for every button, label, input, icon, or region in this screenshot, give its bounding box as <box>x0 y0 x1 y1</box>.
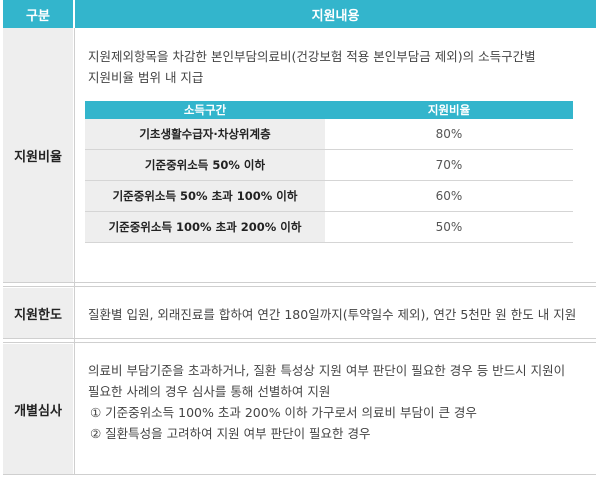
review-text: 의료비 부담기준을 초과하거나, 질환 특성상 지원 여부 판단이 필요한 경우… <box>88 360 593 444</box>
income-band-cell: 기준중위소득 50% 이하 <box>85 150 325 180</box>
row-divider <box>3 282 596 283</box>
table-row: 기준중위소득 50% 이하 70% <box>85 150 573 181</box>
review-line1: 의료비 부담기준을 초과하거나, 질환 특성상 지원 여부 판단이 필요한 경우… <box>88 363 566 378</box>
row-divider <box>3 338 596 339</box>
income-band-cell: 기준중위소득 100% 초과 200% 이하 <box>85 212 325 242</box>
column-divider <box>74 28 75 474</box>
review-content: 의료비 부담기준을 초과하거나, 질환 특성상 지원 여부 판단이 필요한 경우… <box>75 344 596 474</box>
rate-description: 지원제외항목을 차감한 본인부담의료비(건강보험 적용 본인부담금 제외)의 소… <box>88 46 588 88</box>
rate-desc-line1: 지원제외항목을 차감한 본인부담의료비(건강보험 적용 본인부담금 제외)의 소… <box>88 49 536 64</box>
header-content: 지원내용 <box>75 0 596 28</box>
limit-content: 질환별 입원, 외래진료를 합하여 연간 180일까지(투약일수 제외), 연간… <box>75 288 596 338</box>
ratio-cell: 60% <box>325 181 573 211</box>
table-row: 기준중위소득 50% 초과 100% 이하 60% <box>85 181 573 212</box>
table-row: 기준중위소득 100% 초과 200% 이하 50% <box>85 212 573 243</box>
rate-desc-line2: 지원비율 범위 내 지급 <box>88 70 204 85</box>
review-label: 개별심사 <box>3 344 73 474</box>
header-category: 구분 <box>3 0 73 28</box>
limit-text: 질환별 입원, 외래진료를 합하여 연간 180일까지(투약일수 제외), 연간… <box>88 306 577 322</box>
review-item2: ② 질환특성을 고려하여 지원 여부 판단이 필요한 경우 <box>90 426 371 441</box>
income-band-header: 소득구간 <box>85 101 325 119</box>
limit-label: 지원한도 <box>3 288 73 338</box>
row-divider <box>3 342 596 343</box>
ratio-cell: 80% <box>325 119 573 149</box>
income-band-cell: 기초생활수급자·차상위계층 <box>85 119 325 149</box>
income-band-cell: 기준중위소득 50% 초과 100% 이하 <box>85 181 325 211</box>
table-row: 기초생활수급자·차상위계층 80% <box>85 119 573 150</box>
row-divider <box>3 286 596 287</box>
rate-label: 지원비율 <box>3 28 73 282</box>
rate-content: 지원제외항목을 차감한 본인부담의료비(건강보험 적용 본인부담금 제외)의 소… <box>75 28 596 282</box>
ratio-header: 지원비율 <box>325 101 573 119</box>
ratio-cell: 70% <box>325 150 573 180</box>
income-table-header: 소득구간 지원비율 <box>85 101 573 119</box>
review-line2: 필요한 사례의 경우 심사를 통해 선별하여 지원 <box>88 384 331 399</box>
income-ratio-table: 소득구간 지원비율 기초생활수급자·차상위계층 80% 기준중위소득 50% 이… <box>85 101 573 243</box>
ratio-cell: 50% <box>325 212 573 242</box>
table-bottom-border <box>3 474 596 475</box>
review-item1: ① 기준중위소득 100% 초과 200% 이하 가구로서 의료비 부담이 큰 … <box>90 405 477 420</box>
